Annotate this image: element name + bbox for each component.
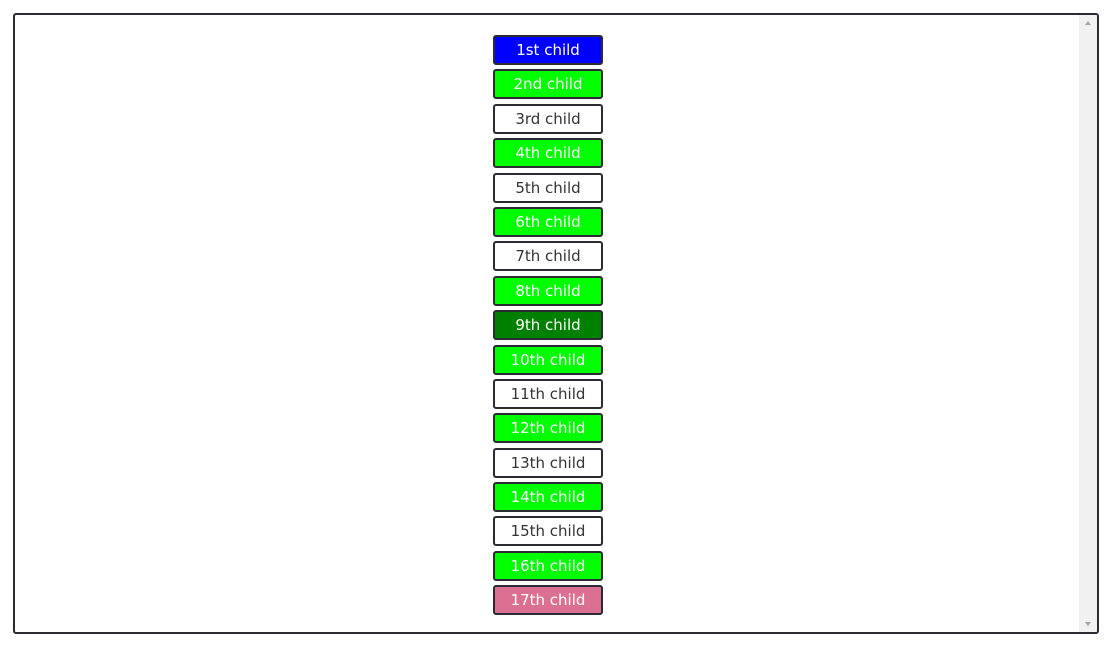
scroll-down-arrow-icon[interactable] bbox=[1085, 622, 1091, 626]
child-item: 12th child bbox=[493, 413, 603, 444]
child-item: 1st child bbox=[493, 35, 603, 65]
child-item: 4th child bbox=[493, 138, 603, 169]
child-item: 14th child bbox=[493, 482, 603, 513]
child-item: 5th child bbox=[493, 172, 603, 203]
child-item: 15th child bbox=[493, 516, 603, 547]
child-item: 9th child bbox=[493, 310, 603, 341]
child-item: 11th child bbox=[493, 378, 603, 409]
frame-content: 1st child 2nd child 3rd child 4th child 5th … bbox=[15, 15, 1079, 632]
child-item: 2nd child bbox=[493, 69, 603, 100]
child-item: 6th child bbox=[493, 206, 603, 237]
child-item: 3rd child bbox=[493, 103, 603, 134]
child-item: 17th child bbox=[493, 585, 603, 616]
scroll-up-arrow-icon[interactable] bbox=[1085, 21, 1091, 25]
child-item: 8th child bbox=[493, 275, 603, 306]
vertical-scrollbar[interactable] bbox=[1079, 15, 1097, 632]
children-list: 1st child 2nd child 3rd child 4th child 5th … bbox=[493, 35, 603, 620]
child-item: 10th child bbox=[493, 344, 603, 375]
child-item: 16th child bbox=[493, 550, 603, 581]
child-item: 13th child bbox=[493, 447, 603, 478]
child-item: 7th child bbox=[493, 241, 603, 272]
result-frame: 1st child 2nd child 3rd child 4th child 5th … bbox=[13, 13, 1099, 634]
